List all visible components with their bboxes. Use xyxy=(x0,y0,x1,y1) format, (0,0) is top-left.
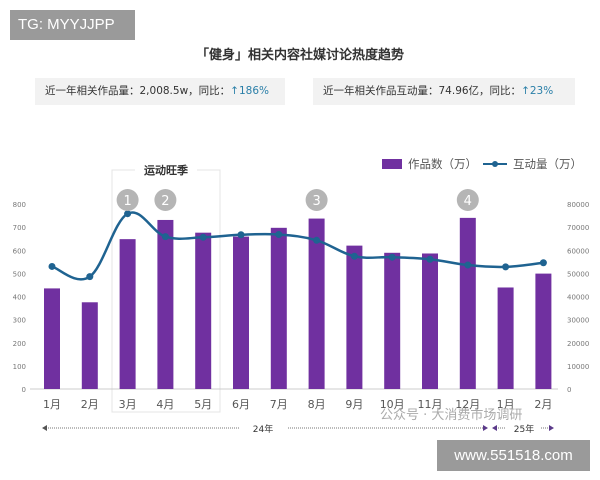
year-label-25: 25年 xyxy=(514,423,534,435)
bar-1 xyxy=(81,302,98,389)
line-point-1 xyxy=(86,273,94,281)
bar-0 xyxy=(44,288,60,389)
y-left-tick: 600 xyxy=(13,247,26,255)
x-tick-label: 10月 xyxy=(380,398,405,411)
line-point-5 xyxy=(237,231,245,239)
line-point-4 xyxy=(199,233,207,241)
line-point-3 xyxy=(161,233,169,241)
x-tick-label: 2月 xyxy=(534,398,552,411)
bar-13 xyxy=(535,273,552,389)
line-point-8 xyxy=(350,252,358,260)
legend: 作品数（万） 互动量（万） xyxy=(382,156,582,172)
y-right-tick: 40000 xyxy=(567,294,589,302)
x-tick-label: 1月 xyxy=(43,398,61,411)
watermark-bottom: www.551518.com xyxy=(437,440,590,471)
bar-12 xyxy=(497,287,514,389)
bar-9 xyxy=(384,252,401,389)
bar-8 xyxy=(346,245,363,389)
x-tick-label: 1月 xyxy=(497,398,515,411)
line-point-7 xyxy=(313,236,321,244)
line-point-11 xyxy=(464,261,472,269)
chart-title: 「健身」相关内容社媒讨论热度趋势 xyxy=(195,48,404,63)
legend-bar-swatch xyxy=(382,159,402,169)
y-left-tick: 0 xyxy=(22,386,26,394)
line-point-13 xyxy=(539,259,547,267)
y-left-tick: 800 xyxy=(13,201,26,209)
y-right-tick: 0 xyxy=(567,386,571,394)
y-right-tick: 30000 xyxy=(567,317,589,325)
y-left-tick: 200 xyxy=(13,340,26,348)
x-tick-label: 3月 xyxy=(119,398,137,411)
y-right-tick: 10000 xyxy=(567,363,589,371)
bar-11 xyxy=(459,217,476,389)
legend-line-swatch xyxy=(483,161,507,167)
marker-circle-2 xyxy=(154,189,177,211)
marker-circle-3 xyxy=(305,189,328,211)
y-left-tick: 100 xyxy=(13,363,26,371)
y-right-tick: 60000 xyxy=(567,247,589,255)
x-tick-label: 2月 xyxy=(81,398,99,411)
annotation-label-bg xyxy=(135,162,197,178)
stat-works: 近一年相关作品量：2,008.5w，同比：↑186% xyxy=(35,78,285,105)
y-left-tick: 400 xyxy=(13,294,26,302)
bar-4 xyxy=(195,232,212,389)
marker-circle-1 xyxy=(116,189,139,211)
y-right-tick: 50000 xyxy=(567,270,589,278)
line-point-2 xyxy=(124,210,132,218)
y-left-tick: 700 xyxy=(13,224,26,232)
annotation-label: 运动旺季 xyxy=(144,163,189,177)
bar-6 xyxy=(270,227,287,389)
y-right-tick: 70000 xyxy=(567,224,589,232)
line-point-12 xyxy=(502,263,510,271)
legend-bar-label: 作品数（万） xyxy=(408,157,477,171)
x-tick-label: 12月 xyxy=(455,398,480,411)
year-label-24: 24年 xyxy=(253,423,273,435)
marker-label-4: 4 xyxy=(464,194,472,209)
bar-2 xyxy=(119,239,136,389)
bar-5 xyxy=(233,236,249,389)
stat-interactions-change: ↑23% xyxy=(521,85,554,97)
x-tick-label: 9月 xyxy=(345,398,363,411)
marker-label-2: 2 xyxy=(161,194,169,209)
watermark-top: TG: MYYJJPP xyxy=(10,10,135,40)
x-tick-label: 6月 xyxy=(232,398,250,411)
watermark-wechat: 公众号 · 大消费市场调研 xyxy=(380,408,523,423)
line-point-9 xyxy=(388,253,396,261)
bar-10 xyxy=(422,253,438,389)
x-tick-label: 11月 xyxy=(418,398,443,411)
y-right-tick: 80000 xyxy=(567,201,589,209)
x-tick-label: 7月 xyxy=(270,398,288,411)
arrowhead xyxy=(483,425,488,431)
stat-works-label: 近一年相关作品量：2,008.5w，同比： xyxy=(45,85,231,97)
x-tick-label: 4月 xyxy=(156,398,174,411)
marker-label-3: 3 xyxy=(312,194,320,209)
arrowhead xyxy=(492,425,497,431)
line-point-10 xyxy=(426,255,434,263)
x-tick-label: 8月 xyxy=(308,398,326,411)
arrowhead xyxy=(42,425,47,431)
line-point-6 xyxy=(275,231,283,239)
y-right-tick: 20000 xyxy=(567,340,589,348)
bar-7 xyxy=(308,218,325,389)
marker-circle-4 xyxy=(456,189,479,211)
y-left-tick: 500 xyxy=(13,270,26,278)
bar-3 xyxy=(157,219,174,389)
stat-interactions-label: 近一年相关作品互动量：74.96亿，同比： xyxy=(323,85,522,97)
y-left-tick: 300 xyxy=(13,317,26,325)
stat-interactions: 近一年相关作品互动量：74.96亿，同比：↑23% xyxy=(313,78,575,105)
marker-label-1: 1 xyxy=(123,194,131,209)
arrowhead xyxy=(549,425,554,431)
stat-works-change: ↑186% xyxy=(230,85,269,97)
legend-line-label: 互动量（万） xyxy=(513,157,582,171)
x-tick-label: 5月 xyxy=(194,398,212,411)
line-point-0 xyxy=(48,262,56,270)
